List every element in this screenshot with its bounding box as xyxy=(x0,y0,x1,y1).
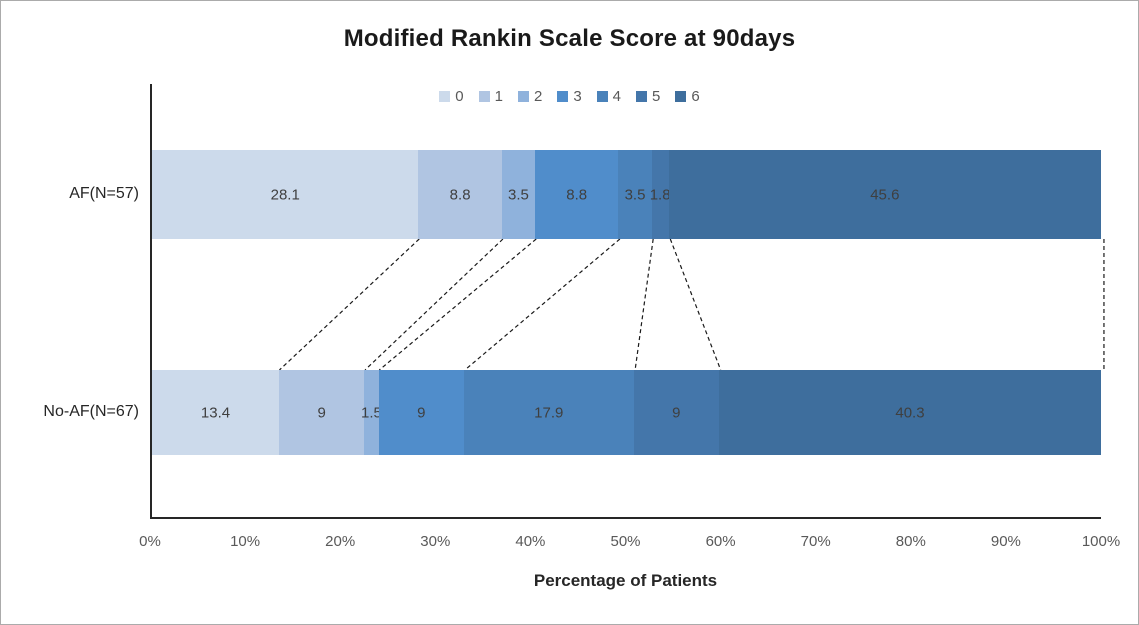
connector-dashed-line xyxy=(669,238,722,371)
x-axis-ticks: 0% 10% 20% 30% 40% 50% 60% 70% 80% 90% 100% xyxy=(1,534,1138,554)
legend-item-3: 3 xyxy=(557,88,582,105)
segment-score-1: 9 xyxy=(279,370,365,455)
segment-score-5: 9 xyxy=(633,370,719,455)
connector-dashed-line xyxy=(634,238,654,371)
segment-score-6: 40.3 xyxy=(718,370,1102,455)
legend-swatch-icon xyxy=(636,91,648,102)
connector-lines xyxy=(279,238,1105,371)
segment-value-label: 3.5 xyxy=(624,186,646,203)
legend: 0 1 2 3 4 5 6 xyxy=(1,89,1138,104)
segment-value-label: 28.1 xyxy=(270,186,300,203)
segment-score-3: 8.8 xyxy=(535,150,619,239)
legend-item-5: 5 xyxy=(636,89,660,104)
segment-score-6: 45.6 xyxy=(668,150,1101,239)
segment-score-1: 8.8 xyxy=(418,150,502,239)
x-axis-title: Percentage of Patients xyxy=(533,571,718,590)
legend-label: 0 xyxy=(455,88,464,105)
legend-swatch-icon xyxy=(675,91,687,102)
x-tick-label: 90% xyxy=(990,533,1021,550)
segment-score-0: 28.1 xyxy=(152,150,419,239)
segment-value-label: 17.9 xyxy=(534,404,564,421)
segment-value-label: 8.8 xyxy=(566,186,588,203)
segment-score-2: 3.5 xyxy=(501,150,535,239)
x-tick-label: 10% xyxy=(230,533,261,550)
segment-score-5: 1.8 xyxy=(649,150,671,239)
x-tick-label: 50% xyxy=(610,533,641,550)
segment-value-label: 1.8 xyxy=(649,186,671,203)
legend-label: 2 xyxy=(533,88,543,105)
connector-dashed-line xyxy=(378,238,537,371)
x-tick-label: 30% xyxy=(420,533,451,550)
x-tick-label: 80% xyxy=(895,533,926,550)
x-tick-label: 70% xyxy=(800,533,831,550)
segment-value-label: 1.5 xyxy=(361,404,382,421)
legend-item-2: 2 xyxy=(517,88,543,105)
chart-title: Modified Rankin Scale Score at 90days xyxy=(343,25,796,52)
segment-score-4: 17.9 xyxy=(463,370,634,455)
connector-dashed-line xyxy=(464,238,621,371)
connector-dashed-line xyxy=(279,238,420,371)
legend-label: 6 xyxy=(691,88,700,105)
category-label-no-af: No-AF(N=67) xyxy=(43,403,139,420)
segment-value-label: 8.8 xyxy=(449,186,471,203)
x-tick-label: 40% xyxy=(515,533,546,550)
segment-value-label: 9 xyxy=(417,404,426,421)
segment-value-label: 3.5 xyxy=(507,186,529,203)
bar-no-af: 13.4 9 1.5 9 17.9 9 40.3 xyxy=(152,370,1102,455)
plot-area: 28.1 8.8 3.5 8.8 3.5 1.8 45.6 13.4 9 1.5 9 17.9 9 40… xyxy=(150,84,1105,519)
legend-swatch-icon xyxy=(596,91,608,102)
legend-item-6: 6 xyxy=(675,88,700,105)
legend-item-0: 0 xyxy=(439,88,464,105)
segment-value-label: 9 xyxy=(672,404,681,421)
segment-value-label: 45.6 xyxy=(870,186,900,203)
legend-swatch-icon xyxy=(439,91,451,102)
connector-dashed-line xyxy=(364,238,504,371)
legend-swatch-icon xyxy=(478,91,490,102)
segment-value-label: 13.4 xyxy=(200,404,231,421)
legend-label: 3 xyxy=(573,88,582,105)
segment-value-label: 40.3 xyxy=(895,404,925,421)
segment-score-4: 3.5 xyxy=(618,150,652,239)
bar-af: 28.1 8.8 3.5 8.8 3.5 1.8 45.6 xyxy=(152,150,1101,239)
x-tick-label: 100% xyxy=(1081,533,1121,550)
legend-item-1: 1 xyxy=(478,88,503,105)
segment-score-0: 13.4 xyxy=(152,370,280,455)
legend-label: 5 xyxy=(652,88,661,105)
legend-item-4: 4 xyxy=(596,88,622,105)
legend-swatch-icon xyxy=(517,91,529,102)
x-tick-label: 0% xyxy=(139,533,161,550)
category-label-af: AF(N=57) xyxy=(69,185,139,202)
legend-label: 4 xyxy=(612,88,622,105)
segment-score-3: 9 xyxy=(378,370,464,455)
segment-score-2: 1.5 xyxy=(361,370,382,455)
legend-label: 1 xyxy=(494,88,503,105)
x-tick-label: 60% xyxy=(705,533,736,550)
legend-swatch-icon xyxy=(557,91,569,102)
segment-value-label: 9 xyxy=(317,404,326,421)
x-tick-label: 20% xyxy=(325,533,356,550)
